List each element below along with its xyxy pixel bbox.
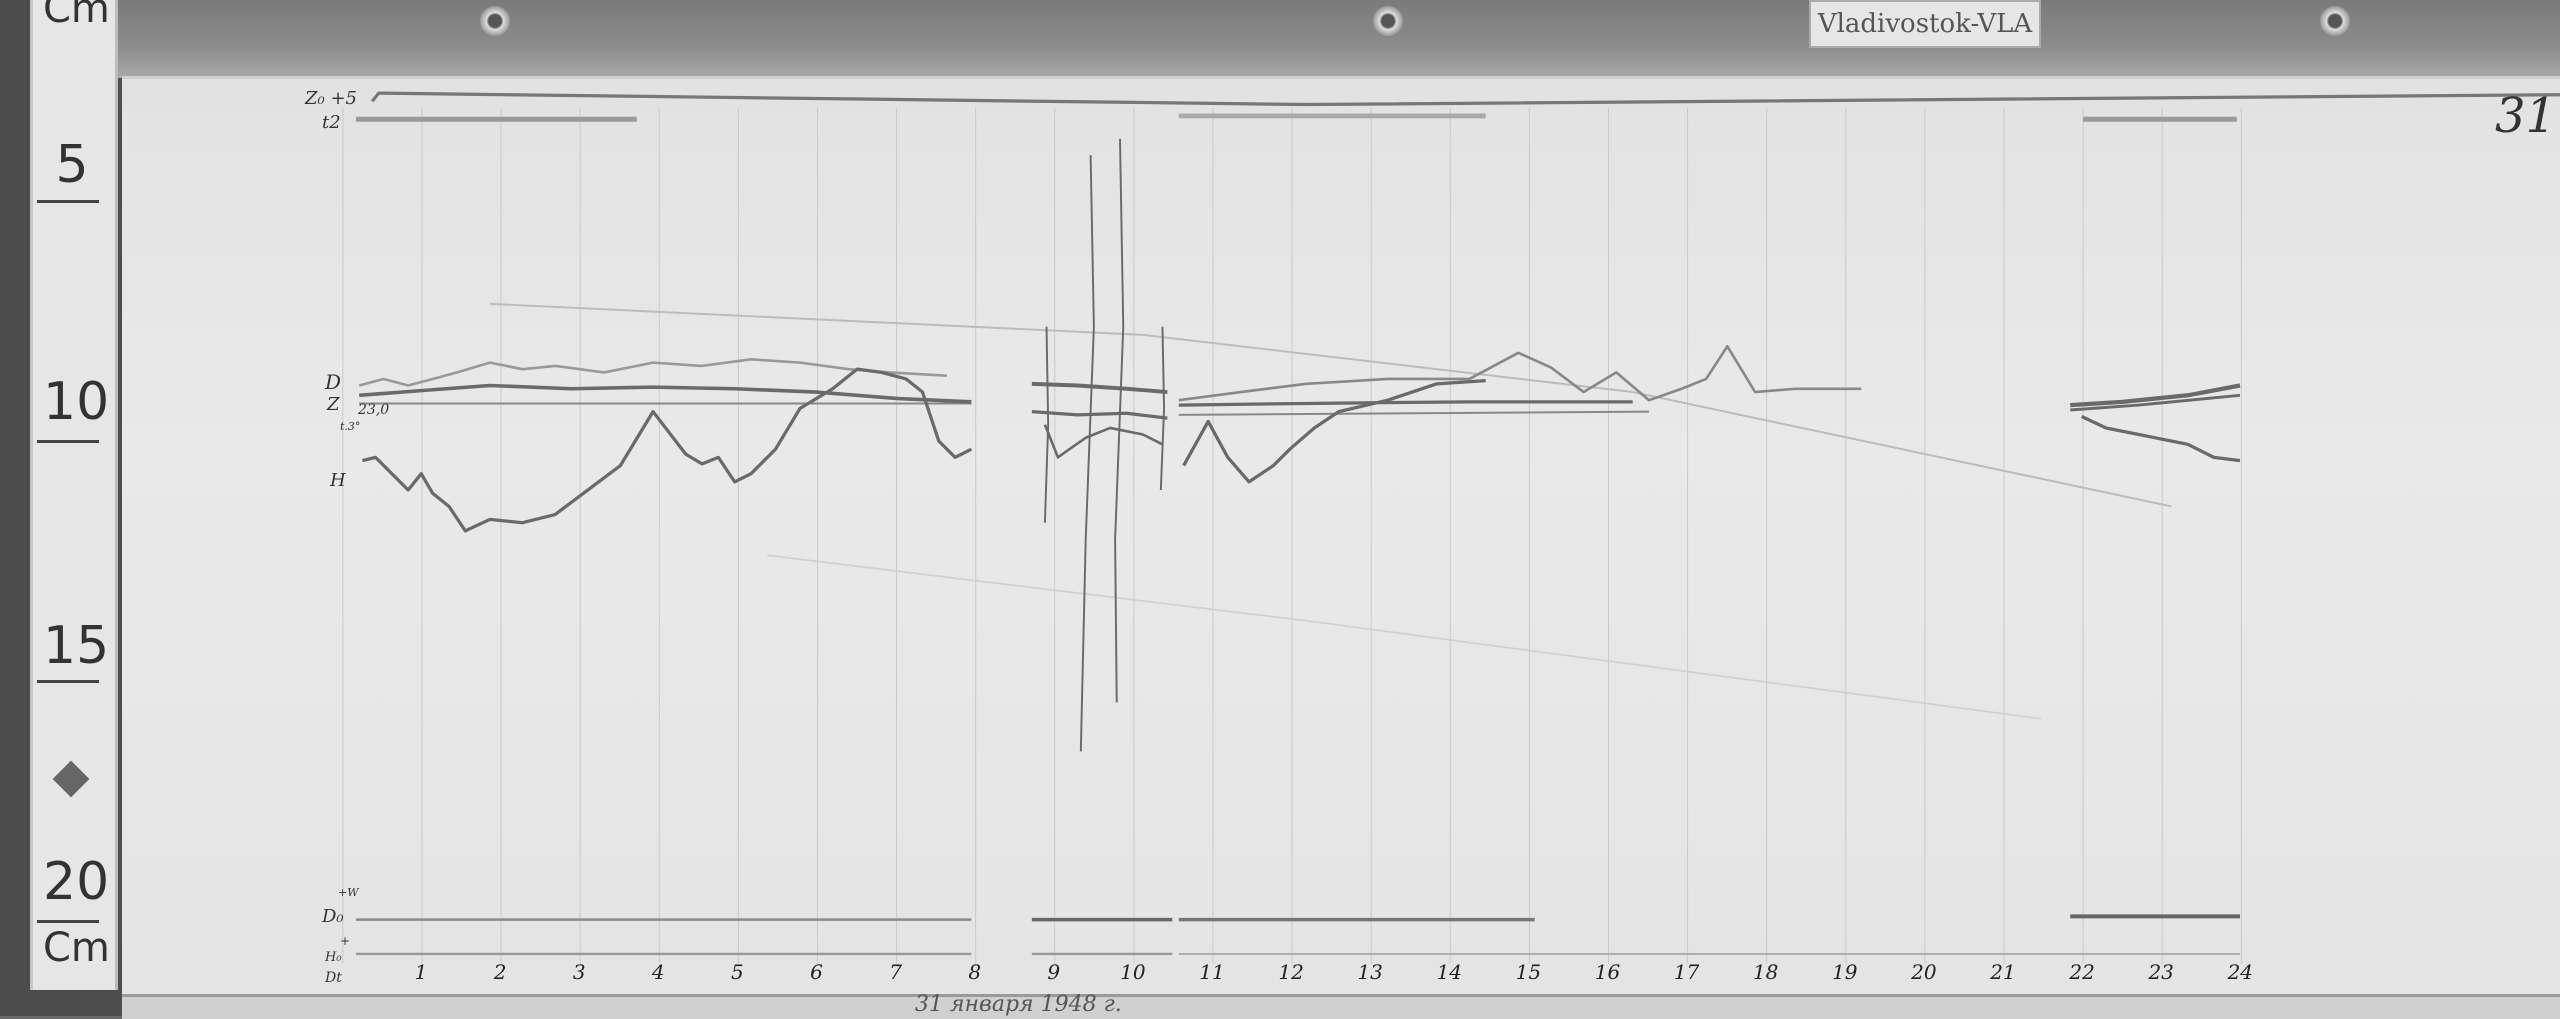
station-label: Vladivostok-VLA: [1809, 0, 2041, 48]
cm-ruler: Cm 5 10 15 20 Cm: [30, 0, 118, 990]
z-trace: [2070, 393, 2241, 412]
hour-label: 7: [889, 960, 902, 984]
z-trace: [1178, 400, 1633, 407]
label-z0: Z₀ +5: [305, 88, 357, 109]
hour-label: 10: [1120, 960, 1146, 984]
h-trace: [2080, 415, 2241, 463]
hour-label: 3: [572, 960, 586, 984]
hour-label: 11: [1199, 960, 1225, 984]
hour-label: 5: [731, 960, 744, 984]
z-baseline: [1178, 410, 1649, 416]
label-d0: D₀: [322, 906, 344, 927]
label-z: Z: [327, 394, 340, 415]
ghost-trace: [767, 554, 2041, 720]
z-trace: [359, 383, 972, 404]
hour-label: 12: [1278, 960, 1304, 984]
bottom-strip: [122, 994, 2560, 1019]
hour-label: 17: [1673, 960, 1700, 984]
h-trace: [1182, 378, 1486, 484]
label-plus: +: [340, 934, 351, 948]
label-z-value: 23,0: [358, 402, 390, 418]
disturbance-spike: [1114, 138, 1125, 703]
ruler-tick: [37, 440, 99, 443]
hour-label: 13: [1357, 960, 1383, 984]
hour-label: 9: [1047, 960, 1061, 984]
ruler-mark-20: 20: [43, 852, 110, 912]
screw-icon: [1373, 6, 1403, 36]
date-note: 31 января 1948 г.: [915, 992, 1122, 1017]
hour-label: 23: [2148, 960, 2174, 984]
hour-label: 1: [414, 960, 428, 984]
ruler-tick: [37, 680, 99, 683]
ruler-tick: [37, 200, 99, 203]
ruler-unit-top: Cm: [43, 0, 110, 32]
ruler-unit-bottom: Cm: [43, 925, 110, 971]
label-plus-w: +W: [338, 886, 359, 899]
d-trace: [358, 358, 948, 387]
hour-label: 4: [651, 960, 665, 984]
hour-label: 2: [493, 960, 507, 984]
ghost-trace: [489, 302, 2172, 508]
disturbance-spike: [1043, 326, 1050, 523]
hour-label: 24: [2227, 960, 2254, 984]
label-h0: H₀: [325, 950, 342, 965]
hour-label: 22: [2069, 960, 2095, 984]
hour-label: 6: [810, 960, 823, 984]
z0-reference-line: [370, 91, 2560, 107]
d-trace: [1178, 344, 1862, 402]
ruler-mark-15: 15: [43, 616, 110, 676]
disturbance-spike: [1079, 155, 1095, 752]
h-trace: [362, 367, 973, 533]
ruler-mark-10: 10: [43, 372, 110, 432]
label-h: H: [330, 470, 346, 491]
d-trace: [2070, 383, 2241, 408]
disturbance-spike: [1159, 326, 1166, 491]
ruler-mark-5: 5: [55, 135, 89, 195]
d-trace: [1031, 381, 1168, 394]
hour-label: 21: [1990, 960, 2016, 984]
hour-label: 16: [1594, 960, 1621, 984]
label-temperature: t.3°: [340, 420, 361, 433]
label-t2: t2: [322, 112, 341, 133]
magnetogram-sheet: [122, 76, 2560, 999]
hour-label: 8: [968, 960, 982, 984]
ruler-tick: [37, 920, 99, 923]
label-dt: Dt: [325, 970, 342, 986]
hour-label: 20: [1911, 960, 1937, 984]
hour-label: 15: [1515, 960, 1542, 984]
hour-label: 18: [1752, 960, 1779, 984]
h-trace: [1043, 424, 1164, 459]
z-trace: [1031, 409, 1168, 420]
screw-icon: [480, 6, 510, 36]
screw-icon: [2320, 6, 2350, 36]
hour-label: 19: [1832, 960, 1858, 984]
hour-label: 14: [1436, 960, 1463, 984]
sheet-number: 31: [2495, 88, 2557, 144]
label-d: D: [325, 370, 342, 394]
top-clamp-bar: [110, 0, 2560, 78]
